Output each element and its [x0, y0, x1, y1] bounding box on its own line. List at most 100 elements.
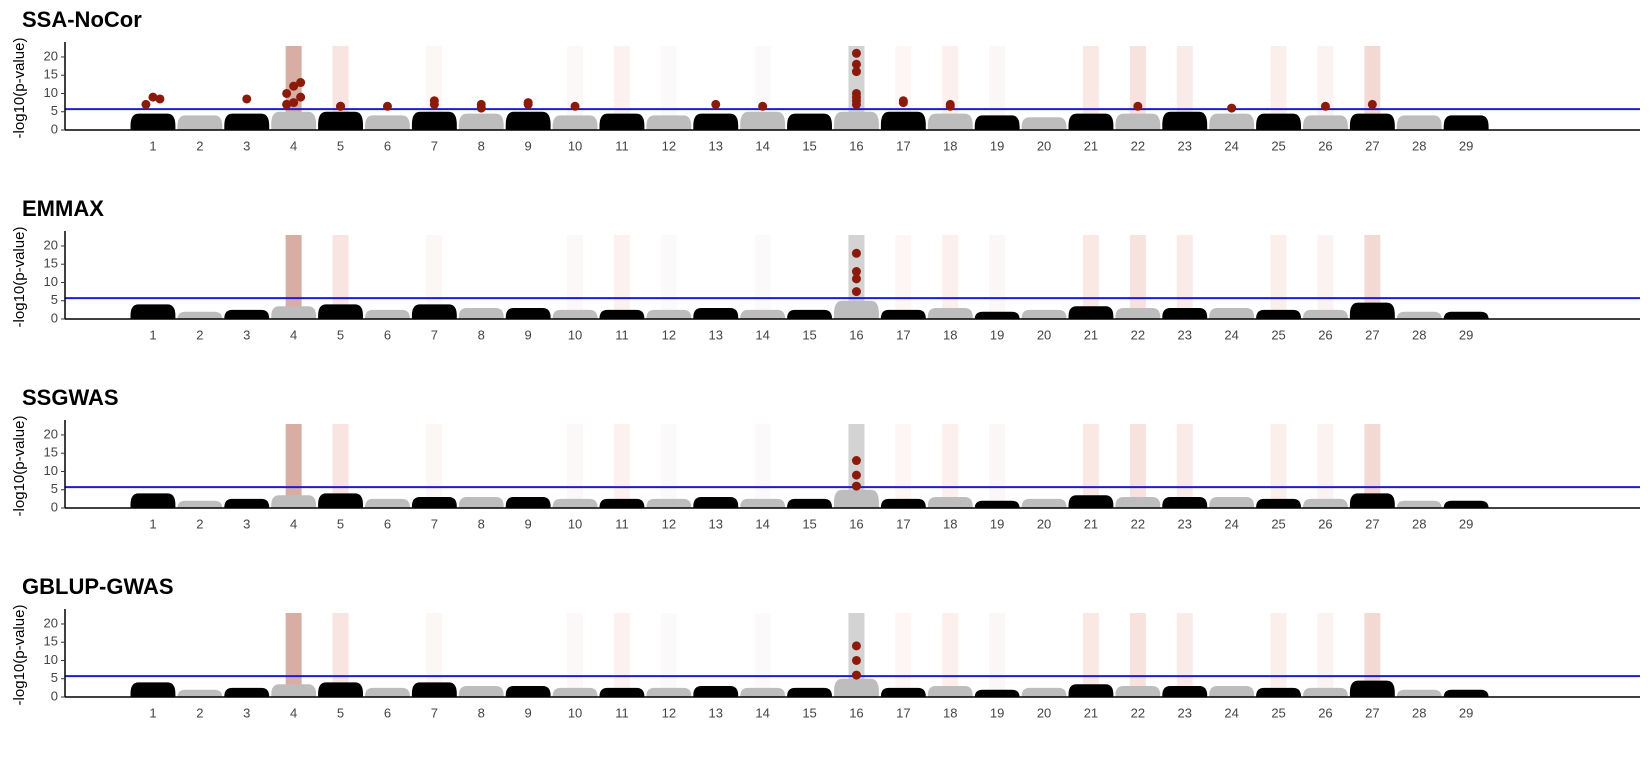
x-tick-label: 1 [149, 516, 156, 531]
x-tick-label: 27 [1365, 516, 1379, 531]
chromosome-block [1303, 498, 1348, 508]
significant-snp [155, 94, 165, 104]
chromosome-block [1349, 302, 1395, 319]
x-tick-label: 6 [384, 516, 391, 531]
x-tick-label: 18 [943, 516, 957, 531]
x-tick-label: 28 [1412, 516, 1426, 531]
chromosome-block [271, 495, 317, 508]
y-tick-label: 15 [44, 634, 58, 649]
x-tick-label: 3 [243, 516, 250, 531]
panel-title: SSGWAS [22, 385, 119, 410]
x-tick-label: 14 [755, 516, 769, 531]
chromosome-block [1209, 113, 1255, 130]
x-tick-label: 4 [290, 138, 297, 153]
y-tick-label: 20 [44, 237, 58, 252]
significant-snp [570, 101, 580, 111]
significant-snp [1227, 103, 1237, 113]
chromosome-block [1115, 686, 1161, 697]
chromosome-block [1115, 497, 1161, 508]
chromosome-block [1209, 497, 1255, 508]
x-tick-label: 11 [615, 516, 629, 531]
chromosome-block [130, 304, 176, 319]
x-tick-label: 7 [431, 327, 438, 342]
x-tick-label: 25 [1271, 138, 1285, 153]
chromosome-block [130, 682, 176, 697]
chromosome-block [974, 689, 1020, 698]
y-tick-label: 10 [44, 463, 58, 478]
x-tick-label: 9 [525, 516, 532, 531]
significant-snp [851, 59, 861, 69]
x-tick-label: 23 [1178, 138, 1192, 153]
x-tick-label: 26 [1318, 516, 1332, 531]
chromosome-block [693, 308, 739, 319]
y-axis-label: -log10(p-value) [11, 416, 28, 517]
y-tick-label: 15 [44, 445, 58, 460]
chromosome-block [365, 309, 410, 319]
chromosome-block [365, 115, 410, 130]
chromosome-block [927, 308, 973, 319]
chromosome-block [880, 309, 926, 319]
highlight-band [989, 613, 1006, 697]
x-tick-label: 29 [1459, 138, 1473, 153]
x-tick-label: 10 [568, 516, 582, 531]
chromosome-block [927, 113, 973, 130]
x-tick-label: 20 [1037, 516, 1051, 531]
x-tick-label: 14 [755, 705, 769, 720]
chromosome-block [224, 309, 270, 319]
highlight-band [613, 424, 630, 508]
chromosome-block [974, 311, 1020, 320]
chromosome-block [1115, 113, 1161, 130]
chromosome-block [1021, 687, 1067, 697]
significant-snp [336, 101, 346, 111]
x-tick-label: 26 [1318, 327, 1332, 342]
x-tick-label: 27 [1365, 705, 1379, 720]
chromosome-block [552, 309, 598, 319]
chromosome-block [458, 686, 504, 697]
chromosome-block [365, 498, 410, 508]
x-tick-label: 3 [243, 138, 250, 153]
x-tick-label: 25 [1271, 327, 1285, 342]
x-tick-label: 29 [1459, 327, 1473, 342]
y-tick-label: 5 [51, 481, 58, 496]
x-tick-label: 17 [896, 327, 910, 342]
x-tick-label: 14 [755, 327, 769, 342]
panel: EMMAX-log10(p-value)1 2 3 4 5 6 7 8 9 10 11 12 13 14 1… [11, 196, 1640, 342]
chromosome-block [1021, 498, 1067, 508]
x-tick-label: 2 [196, 516, 203, 531]
x-tick-label: 12 [662, 138, 676, 153]
y-tick-label: 15 [44, 67, 58, 82]
y-tick-label: 5 [51, 670, 58, 685]
chromosome-block [1396, 500, 1442, 509]
x-tick-label: 24 [1224, 327, 1238, 342]
chromosome-block [1068, 495, 1114, 508]
highlight-band [989, 235, 1006, 319]
chromosome-block [834, 111, 879, 130]
highlight-band [613, 235, 630, 319]
x-tick-label: 2 [196, 705, 203, 720]
highlight-band [1129, 613, 1146, 697]
x-tick-label: 10 [568, 138, 582, 153]
x-tick-label: 23 [1178, 327, 1192, 342]
x-tick-label: 19 [990, 516, 1004, 531]
y-axis-label: -log10(p-value) [11, 227, 28, 328]
chromosome-block [1162, 308, 1208, 319]
x-tick-label: 1 [149, 705, 156, 720]
chromosome-block [1068, 113, 1114, 130]
x-tick-label: 5 [337, 705, 344, 720]
significant-snp [851, 274, 861, 284]
x-tick-label: 13 [709, 138, 723, 153]
x-tick-label: 17 [896, 138, 910, 153]
x-tick-label: 13 [709, 705, 723, 720]
chromosome-block [505, 308, 551, 319]
highlight-band [1176, 235, 1193, 319]
x-tick-label: 21 [1084, 138, 1098, 153]
significant-snp [851, 248, 861, 258]
x-tick-label: 21 [1084, 516, 1098, 531]
x-tick-label: 21 [1084, 327, 1098, 342]
highlight-band [989, 424, 1006, 508]
x-tick-label: 18 [943, 705, 957, 720]
chromosome-block [1303, 309, 1348, 319]
chromosome-block [1396, 115, 1442, 130]
x-tick-label: 22 [1131, 705, 1145, 720]
